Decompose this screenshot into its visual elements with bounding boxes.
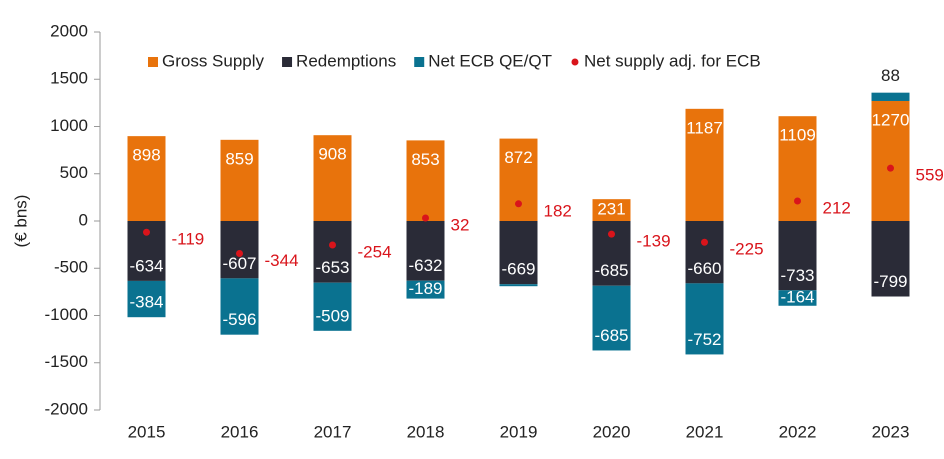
bar-segment — [871, 92, 910, 101]
bar-label: 231 — [597, 200, 625, 219]
x-tick-label: 2022 — [779, 422, 817, 441]
x-tick-label: 2019 — [500, 422, 538, 441]
bar-segment — [127, 136, 166, 221]
bar-segment — [499, 284, 538, 287]
bar-segment — [778, 290, 817, 306]
y-tick-label: 0 — [79, 210, 88, 229]
bar-segment — [592, 199, 631, 221]
legend-label: Gross Supply — [162, 51, 265, 70]
bar-segment — [313, 135, 352, 221]
net-supply-dot — [143, 228, 150, 236]
bar-label: 1109 — [779, 126, 816, 145]
bar-label: -733 — [780, 266, 814, 285]
bar-segment — [220, 221, 259, 279]
legend-label: Redemptions — [296, 51, 396, 70]
legend-marker — [148, 57, 158, 67]
bar-segment — [406, 221, 445, 281]
bar-segment — [313, 282, 352, 331]
net-supply-label: 182 — [544, 201, 572, 220]
net-supply-label: -344 — [265, 251, 299, 270]
x-tick-label: 2015 — [128, 422, 166, 441]
bar-label: -752 — [687, 330, 721, 349]
bar-label: -660 — [687, 259, 721, 278]
legend-marker — [282, 57, 293, 67]
net-supply-label: -225 — [730, 240, 764, 259]
bar-label: 908 — [318, 145, 346, 164]
bar-label: -653 — [315, 258, 349, 277]
bar-label: 1270 — [872, 110, 910, 129]
bar-label: 1187 — [686, 118, 723, 137]
bar-segment — [499, 221, 538, 285]
bar-label: -632 — [408, 256, 442, 275]
bar-segment — [685, 283, 724, 355]
bar-label: 88 — [881, 66, 900, 85]
bar-segment — [127, 280, 166, 318]
bar-segment — [220, 139, 259, 221]
bar-segment — [871, 100, 910, 221]
legend-marker — [414, 57, 425, 67]
x-tick-label: 2021 — [686, 422, 724, 441]
y-axis-label: (€ bns) — [11, 195, 30, 248]
bar-segment — [778, 221, 817, 291]
net-supply-label: -119 — [172, 230, 205, 249]
bar-segment — [871, 221, 910, 297]
bar-label: -596 — [222, 310, 256, 329]
bar-segment — [685, 221, 724, 284]
y-tick-label: -1000 — [45, 305, 88, 324]
net-supply-dot — [515, 200, 522, 208]
bar-label: -799 — [873, 272, 907, 291]
bar-segment — [685, 108, 724, 221]
net-supply-dot — [887, 164, 894, 172]
bar-label: 859 — [225, 149, 253, 168]
y-tick-label: -2000 — [45, 399, 88, 418]
x-tick-label: 2023 — [872, 422, 910, 441]
net-supply-dot — [422, 214, 429, 222]
bar-label: -685 — [594, 326, 628, 345]
y-tick-label: -1500 — [45, 352, 88, 371]
bar-segment — [220, 278, 259, 335]
net-supply-dot — [701, 238, 708, 246]
y-tick-label: 1500 — [50, 69, 88, 88]
bar-label: -509 — [315, 306, 349, 325]
y-tick-label: 1000 — [50, 116, 88, 135]
legend-marker — [571, 58, 579, 66]
net-supply-dot — [329, 241, 336, 249]
bar-label: -384 — [129, 293, 163, 312]
bar-label: 853 — [411, 150, 439, 169]
net-supply-dot — [794, 197, 801, 205]
bar-label: -189 — [408, 279, 442, 298]
net-supply-dot — [608, 230, 615, 238]
y-tick-label: 500 — [60, 163, 88, 182]
bar-label: -607 — [222, 254, 256, 273]
net-supply-label: 559 — [916, 166, 944, 185]
bar-label: -164 — [780, 288, 814, 307]
net-supply-label: 32 — [451, 215, 470, 234]
bar-segment — [313, 221, 352, 283]
bar-segment — [406, 140, 445, 221]
bar-label: -634 — [129, 256, 163, 275]
x-tick-label: 2016 — [221, 422, 259, 441]
net-supply-label: -139 — [637, 232, 671, 251]
legend-label: Net supply adj. for ECB — [584, 51, 761, 70]
bar-label: 898 — [132, 146, 160, 165]
net-supply-dot — [236, 250, 243, 258]
x-tick-label: 2018 — [407, 422, 445, 441]
bar-label: -685 — [594, 261, 628, 280]
bar-segment — [592, 285, 631, 351]
y-tick-label: -500 — [54, 258, 88, 277]
bar-label: 872 — [504, 148, 532, 167]
net-supply-label: -254 — [358, 242, 392, 261]
net-supply-label: 212 — [823, 198, 851, 217]
x-tick-label: 2017 — [314, 422, 352, 441]
x-tick-label: 2020 — [593, 422, 631, 441]
bar-label: -669 — [501, 260, 535, 279]
bar-segment — [406, 280, 445, 299]
y-tick-label: 2000 — [50, 21, 88, 40]
legend-label: Net ECB QE/QT — [428, 51, 552, 70]
